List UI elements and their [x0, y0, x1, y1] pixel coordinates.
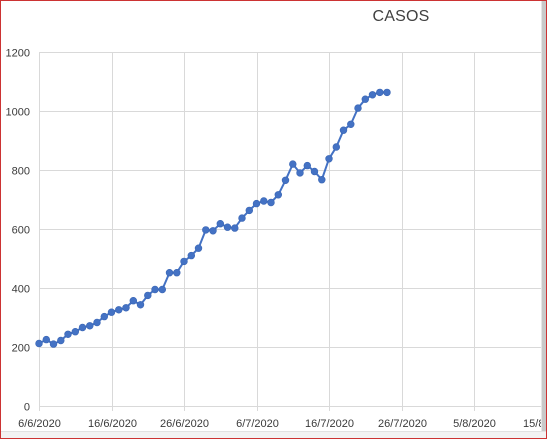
data-point: [296, 169, 304, 177]
data-point: [289, 160, 297, 168]
data-point: [267, 198, 275, 207]
data-point: [202, 226, 210, 234]
chart-title: CASOS: [372, 8, 430, 25]
x-tick-label: 6/6/2020: [18, 418, 61, 430]
data-point: [144, 291, 152, 300]
data-point: [303, 161, 311, 170]
y-tick-label: 400: [12, 284, 30, 296]
data-point: [180, 257, 188, 266]
data-point: [281, 176, 290, 185]
x-tick-label: 26/7/2020: [378, 418, 427, 430]
data-point: [339, 126, 348, 134]
data-point: [238, 214, 246, 222]
x-tick-label: 16/7/2020: [305, 418, 354, 430]
series-layer: [35, 88, 391, 348]
data-point: [368, 91, 377, 99]
data-point: [209, 227, 217, 235]
data-point: [318, 176, 326, 184]
data-point: [64, 330, 72, 338]
data-point: [187, 251, 196, 260]
data-point: [136, 301, 145, 309]
data-point: [71, 328, 80, 336]
scrollbar-track-edge: [541, 1, 542, 438]
data-point: [165, 269, 174, 277]
grid-layer: [39, 52, 546, 411]
y-tick-label: 200: [12, 343, 30, 355]
y-tick-label: 1000: [6, 107, 30, 119]
x-tick-label: 6/7/2020: [236, 418, 279, 430]
data-point: [231, 224, 239, 232]
data-point: [332, 143, 340, 151]
data-point: [93, 318, 101, 327]
data-point: [310, 167, 319, 176]
data-point: [274, 191, 282, 199]
data-point: [107, 308, 116, 316]
data-point: [216, 220, 225, 228]
data-point: [57, 336, 65, 345]
x-tick-label: 16/6/2020: [88, 418, 137, 430]
y-tick-label: 600: [12, 225, 30, 237]
data-point: [42, 335, 50, 344]
y-tick-label: 1200: [6, 48, 30, 60]
data-point: [245, 206, 254, 215]
x-tick-label: 15/8/2020: [523, 418, 547, 430]
data-point: [354, 104, 362, 112]
tick-layer: 0 200 400 600 800 1000 1200 6/6/2020 16/6/2020 26…: [6, 48, 547, 431]
data-point: [194, 244, 203, 252]
y-tick-label: 800: [12, 166, 30, 178]
data-point: [252, 199, 261, 208]
data-point: [223, 223, 232, 231]
data-point: [86, 322, 94, 330]
x-tick-label: 5/8/2020: [453, 418, 496, 430]
data-point: [260, 197, 268, 205]
data-point: [376, 88, 384, 97]
data-point: [129, 297, 138, 305]
data-point: [78, 323, 87, 332]
data-point: [347, 120, 355, 129]
data-point: [173, 269, 181, 277]
data-point: [100, 312, 109, 321]
data-point: [35, 339, 43, 348]
data-point: [361, 95, 369, 103]
data-point: [151, 285, 159, 294]
data-point: [325, 155, 333, 163]
data-point: [383, 88, 391, 97]
data-point: [158, 285, 167, 294]
series-line: [38, 91, 387, 346]
x-tick-label: 26/6/2020: [160, 418, 209, 430]
data-point: [122, 304, 130, 312]
data-point: [49, 340, 58, 348]
data-point: [115, 306, 123, 314]
vertical-scrollbar[interactable]: [542, 1, 546, 438]
y-tick-label: 0: [24, 402, 30, 414]
sheet-bottom-edge: [1, 431, 546, 438]
